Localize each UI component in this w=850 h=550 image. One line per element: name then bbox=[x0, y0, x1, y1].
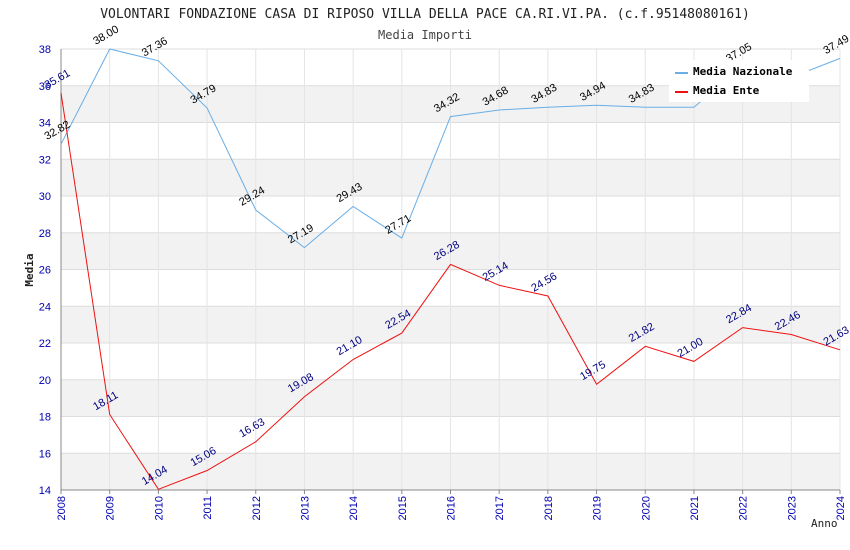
x-tick-label: 2024 bbox=[835, 496, 847, 520]
y-tick-label: 36 bbox=[39, 81, 51, 93]
y-tick-label: 18 bbox=[39, 412, 51, 424]
data-label: 38.00 bbox=[91, 23, 121, 47]
y-tick-label: 20 bbox=[39, 375, 51, 387]
x-tick-label: 2016 bbox=[446, 496, 458, 520]
x-tick-label: 2019 bbox=[592, 496, 604, 520]
x-axis-label: Anno bbox=[811, 517, 838, 530]
x-tick-label: 2014 bbox=[348, 496, 360, 520]
chart-subtitle: Media Importi bbox=[378, 28, 472, 42]
x-tick-label: 2015 bbox=[397, 496, 409, 520]
legend-box bbox=[669, 60, 809, 102]
y-tick-label: 14 bbox=[39, 485, 51, 497]
y-tick-label: 32 bbox=[39, 154, 51, 166]
y-tick-label: 24 bbox=[39, 301, 51, 313]
y-tick-label: 26 bbox=[39, 265, 51, 277]
y-tick-label: 22 bbox=[39, 338, 51, 350]
legend-label-media-ente: Media Ente bbox=[693, 84, 760, 97]
y-tick-label: 34 bbox=[39, 118, 51, 130]
y-tick-label: 16 bbox=[39, 448, 51, 460]
x-tick-label: 2018 bbox=[543, 496, 555, 520]
x-tick-label: 2022 bbox=[738, 496, 750, 520]
y-axis-label: Media bbox=[23, 253, 36, 286]
y-tick-label: 28 bbox=[39, 228, 51, 240]
legend: Media Nazionale Media Ente bbox=[669, 60, 809, 102]
x-tick-label: 2009 bbox=[105, 496, 117, 520]
y-tick-label: 38 bbox=[39, 44, 51, 56]
data-label: 37.49 bbox=[822, 33, 850, 57]
data-label: 24.56 bbox=[529, 270, 559, 294]
x-tick-label: 2017 bbox=[494, 496, 506, 520]
x-tick-label: 2023 bbox=[786, 496, 798, 520]
x-tick-label: 2011 bbox=[202, 496, 214, 520]
x-tick-label: 2013 bbox=[299, 496, 311, 520]
chart-title: VOLONTARI FONDAZIONE CASA DI RIPOSO VILL… bbox=[100, 7, 750, 22]
data-label: 37.36 bbox=[140, 35, 170, 59]
data-label: 16.63 bbox=[237, 416, 267, 440]
x-tick-label: 2020 bbox=[640, 496, 652, 520]
legend-label-media-nazionale: Media Nazionale bbox=[693, 65, 793, 78]
x-tick-label: 2010 bbox=[153, 496, 165, 520]
series-line-media-ente bbox=[60, 92, 841, 490]
x-tick-labels: 2008 2009 2010 2011 2012 2013 2014 2015 2016 2017… bbox=[56, 496, 847, 520]
x-tick-label: 2012 bbox=[251, 496, 263, 520]
y-tick-labels: 14 16 18 20 22 24 26 28 30 32 34 36 38 bbox=[39, 44, 51, 497]
x-tick-label: 2008 bbox=[56, 496, 68, 520]
x-tick-label: 2021 bbox=[689, 496, 701, 520]
y-tick-label: 30 bbox=[39, 191, 51, 203]
